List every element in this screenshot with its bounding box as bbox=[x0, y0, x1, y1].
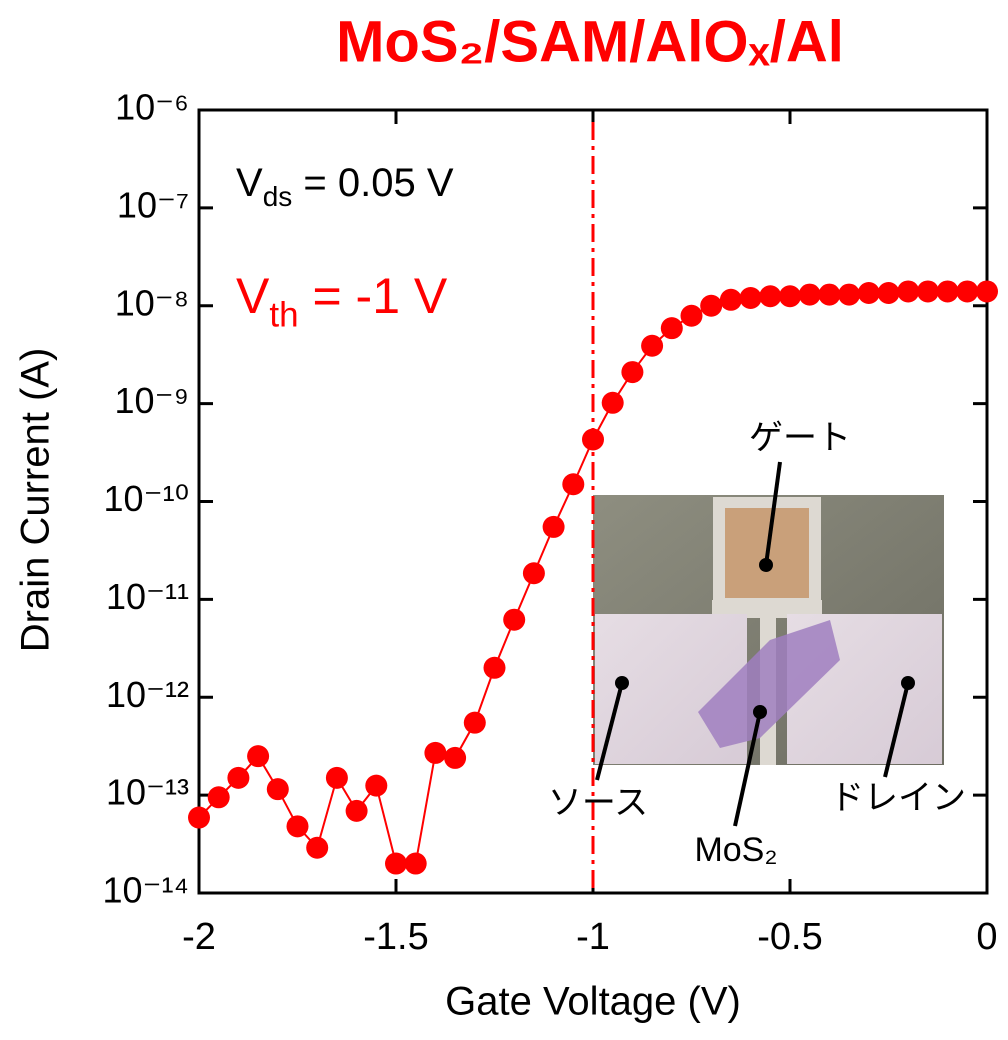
annotation-text: = 0.05 V bbox=[292, 161, 454, 205]
data-point bbox=[660, 317, 683, 340]
x-tick-label: -1 bbox=[576, 916, 610, 958]
data-point bbox=[365, 774, 388, 797]
data-point bbox=[601, 391, 624, 414]
inset-label: MoS₂ bbox=[694, 831, 777, 869]
inset-dot bbox=[753, 705, 767, 719]
chart-title: MoS₂/SAM/AlOₓ/Al bbox=[336, 9, 844, 74]
data-point bbox=[916, 280, 939, 303]
data-point bbox=[739, 287, 762, 310]
y-tick-label: 10⁻⁶ bbox=[115, 87, 189, 128]
data-point bbox=[345, 799, 368, 822]
data-point bbox=[503, 608, 526, 631]
data-point bbox=[956, 280, 979, 303]
y-tick-label: 10⁻¹¹ bbox=[106, 576, 189, 617]
data-point bbox=[404, 852, 427, 875]
x-tick-label: -1.5 bbox=[363, 916, 428, 958]
annotation: Vth = -1 V bbox=[236, 268, 448, 335]
data-point bbox=[522, 562, 545, 585]
data-point bbox=[759, 285, 782, 308]
x-tick-label: -2 bbox=[182, 916, 216, 958]
annotation: Vds = 0.05 V bbox=[236, 161, 454, 213]
data-point bbox=[779, 285, 801, 308]
data-point bbox=[700, 294, 723, 317]
annotation-subscript: th bbox=[269, 296, 298, 335]
annotation-subscript: ds bbox=[263, 181, 293, 212]
inset-pointer bbox=[595, 682, 624, 781]
data-point bbox=[188, 806, 210, 829]
y-axis-label: Drain Current (A) bbox=[14, 348, 58, 653]
data-point bbox=[818, 283, 841, 306]
data-point bbox=[227, 766, 250, 789]
data-point bbox=[306, 836, 329, 859]
y-tick-label: 10⁻⁷ bbox=[117, 184, 189, 225]
data-point bbox=[877, 281, 900, 304]
inset-pointer bbox=[764, 461, 782, 566]
inset-pointer bbox=[883, 682, 910, 778]
data-point bbox=[936, 280, 959, 303]
y-tick-label: 10⁻¹⁰ bbox=[104, 478, 189, 519]
y-tick-label: 10⁻⁹ bbox=[115, 380, 189, 421]
data-point bbox=[444, 746, 467, 769]
data-point bbox=[424, 741, 447, 764]
y-tick-label: 10⁻¹² bbox=[106, 674, 189, 715]
data-point bbox=[562, 473, 585, 496]
data-point bbox=[641, 334, 664, 357]
y-tick-label: 10⁻¹⁴ bbox=[102, 870, 189, 911]
data-point bbox=[483, 656, 506, 679]
data-point bbox=[247, 745, 270, 768]
data-point bbox=[266, 778, 289, 801]
data-point bbox=[463, 711, 486, 734]
data-point bbox=[857, 281, 880, 304]
data-point bbox=[719, 288, 742, 311]
inset-dot bbox=[901, 676, 915, 690]
inset-label: ソース bbox=[548, 784, 648, 822]
inset-label: ドレイン bbox=[830, 779, 966, 817]
annotation-symbol: V bbox=[236, 268, 270, 324]
data-point bbox=[385, 852, 407, 875]
x-tick-label: -0.5 bbox=[757, 916, 822, 958]
data-point bbox=[582, 428, 604, 451]
data-point bbox=[286, 815, 309, 838]
y-tick-label: 10⁻¹³ bbox=[106, 772, 189, 813]
x-tick-label: 0 bbox=[976, 916, 997, 958]
inset-label: ゲート bbox=[749, 419, 851, 457]
data-point bbox=[976, 280, 998, 303]
data-point bbox=[207, 786, 230, 809]
inset-dot bbox=[615, 676, 629, 690]
x-axis-label: Gate Voltage (V) bbox=[445, 980, 741, 1024]
annotation-text: = -1 V bbox=[299, 268, 448, 324]
data-point bbox=[897, 280, 920, 303]
data-point bbox=[680, 304, 703, 327]
annotation-symbol: V bbox=[236, 161, 263, 205]
inset-dot bbox=[759, 558, 773, 572]
data-point bbox=[325, 766, 348, 789]
data-point bbox=[542, 515, 565, 538]
y-tick-label: 10⁻⁸ bbox=[115, 282, 189, 323]
inset-pointer bbox=[733, 711, 762, 827]
data-point bbox=[621, 361, 644, 384]
data-point bbox=[838, 283, 861, 306]
data-point bbox=[798, 283, 821, 306]
